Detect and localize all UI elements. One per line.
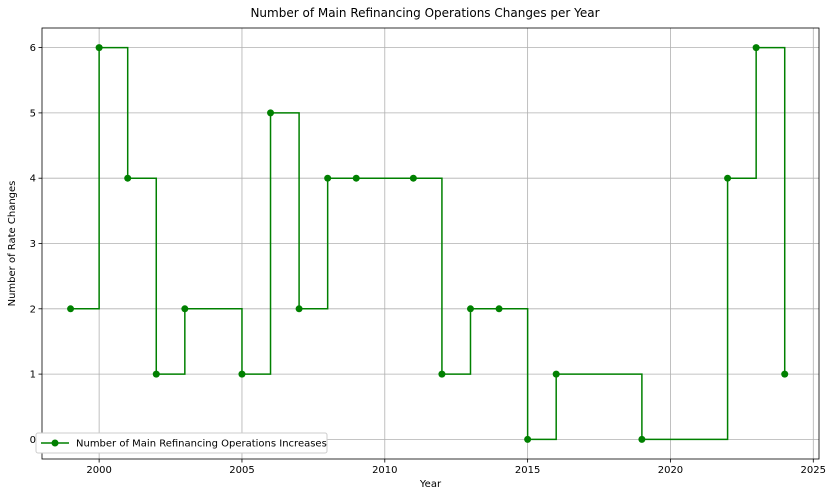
legend-marker [51, 439, 59, 447]
y-tick-label: 4 [30, 174, 36, 185]
data-point [752, 44, 760, 52]
grid [42, 28, 819, 459]
series-line [70, 46, 786, 441]
x-tick-label: 2020 [658, 465, 683, 476]
data-point [267, 109, 275, 117]
y-tick-label: 6 [30, 43, 36, 54]
data-point [495, 305, 503, 313]
y-tick-label: 5 [30, 108, 36, 119]
legend: Number of Main Refinancing Operations In… [35, 432, 328, 454]
data-point [295, 305, 303, 313]
x-tick-label: 2010 [372, 465, 397, 476]
data-point [352, 174, 360, 182]
x-tick-label: 2015 [515, 465, 540, 476]
legend-entry-label: Number of Main Refinancing Operations In… [76, 439, 327, 450]
data-point [724, 174, 732, 182]
x-tick-label: 2025 [801, 465, 826, 476]
data-point [324, 174, 332, 182]
data-point [409, 174, 417, 182]
series-layer [67, 44, 789, 443]
data-point [466, 305, 474, 313]
y-tick-label: 1 [30, 370, 36, 381]
data-point [95, 44, 103, 52]
data-point [181, 305, 189, 313]
data-point [552, 370, 560, 378]
data-point [152, 370, 160, 378]
x-tick-label: 2005 [229, 465, 254, 476]
y-tick-label: 3 [30, 239, 36, 250]
chart-title: Number of Main Refinancing Operations Ch… [250, 6, 599, 20]
data-point [67, 305, 75, 313]
data-point [238, 370, 246, 378]
y-tick-label: 2 [30, 304, 36, 315]
data-point [638, 435, 646, 443]
data-point [124, 174, 132, 182]
y-tick-label: 0 [30, 435, 36, 446]
data-point [781, 370, 789, 378]
x-axis: 2000 2005 2010 2015 2020 2025 [86, 459, 826, 476]
data-point [438, 370, 446, 378]
x-axis-label: Year [419, 479, 442, 490]
y-axis: 0 1 2 3 4 5 6 [30, 43, 42, 446]
x-tick-label: 2000 [86, 465, 111, 476]
y-axis-label: Number of Rate Changes [7, 181, 18, 307]
legend-box [35, 432, 328, 454]
data-point [524, 435, 532, 443]
